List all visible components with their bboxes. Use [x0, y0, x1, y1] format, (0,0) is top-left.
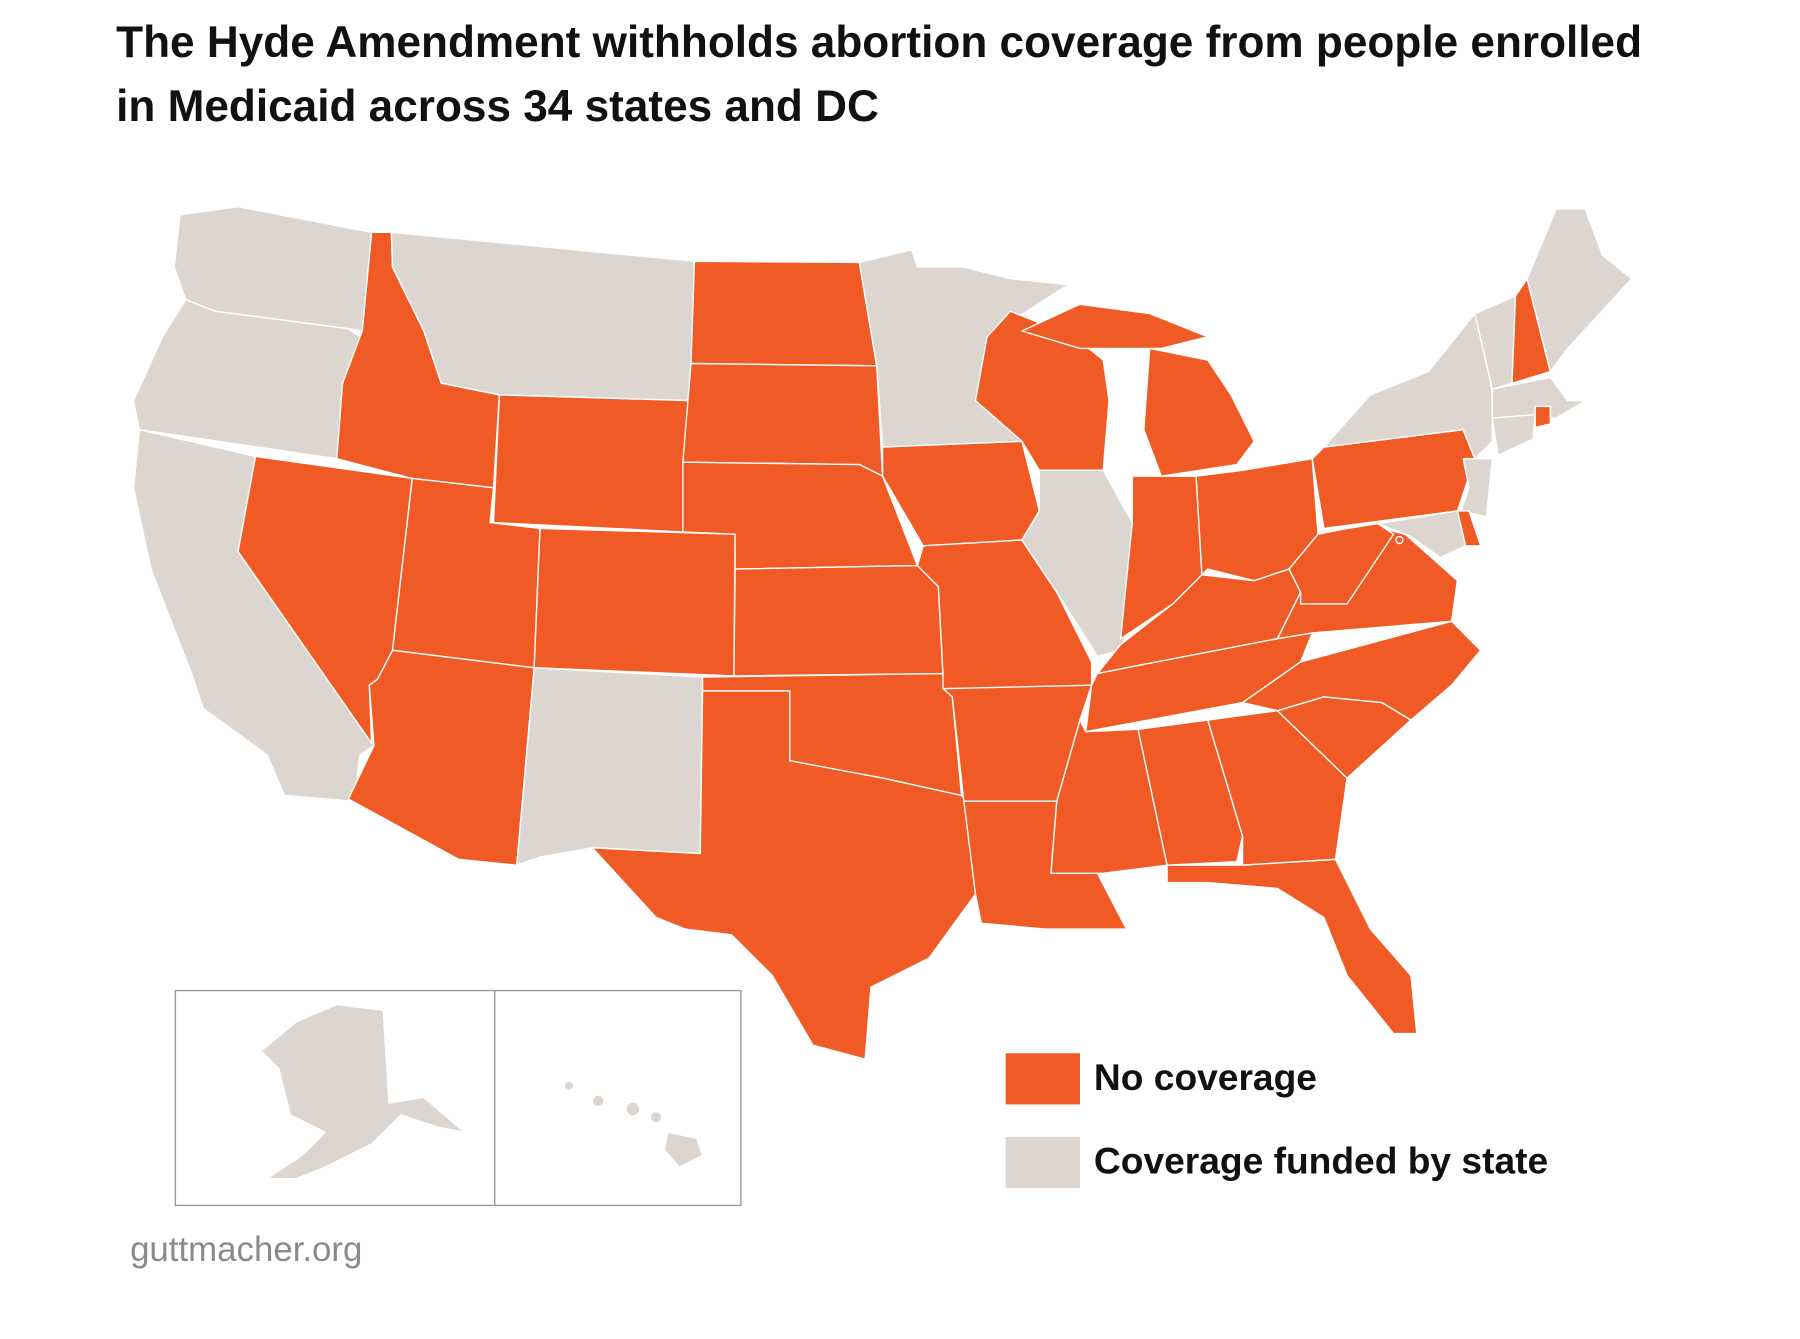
state — [625, 1101, 641, 1117]
state — [591, 690, 977, 1060]
legend-swatch — [1005, 1053, 1080, 1105]
state — [881, 440, 1041, 547]
state — [1346, 510, 1467, 559]
state — [663, 1131, 704, 1168]
state — [1241, 620, 1482, 721]
source: guttmacher.org — [130, 1230, 362, 1269]
state — [1491, 413, 1536, 456]
state — [1021, 303, 1209, 350]
state — [1534, 405, 1552, 429]
legend: No coverage Coverage funded by state — [1005, 1053, 1548, 1189]
state — [591, 1094, 605, 1108]
state — [516, 667, 704, 866]
state — [690, 260, 878, 367]
state — [1526, 208, 1633, 373]
state — [1323, 312, 1493, 460]
chart-title: The Hyde Amendment withholds abortion co… — [116, 18, 1643, 132]
state — [1395, 535, 1404, 545]
state — [1166, 858, 1418, 1035]
inset-map — [260, 1003, 704, 1180]
state — [858, 248, 1070, 448]
us-map — [132, 206, 1633, 1060]
inset-box — [174, 989, 742, 1207]
state — [649, 1110, 663, 1124]
state — [1143, 347, 1255, 477]
state — [1021, 469, 1137, 657]
legend-label: No coverage — [1094, 1056, 1317, 1098]
state — [1137, 719, 1244, 866]
state — [1288, 521, 1395, 605]
legend-label: Coverage funded by state — [1094, 1139, 1548, 1181]
state — [533, 527, 736, 677]
state — [733, 564, 944, 677]
state — [260, 1003, 466, 1180]
legend-swatch — [1005, 1136, 1080, 1189]
state — [347, 649, 535, 866]
state — [563, 1080, 575, 1092]
title-box: The Hyde Amendment withholds abortion co… — [116, 18, 1643, 132]
state — [492, 394, 692, 533]
state — [1460, 458, 1493, 518]
state — [682, 362, 884, 477]
